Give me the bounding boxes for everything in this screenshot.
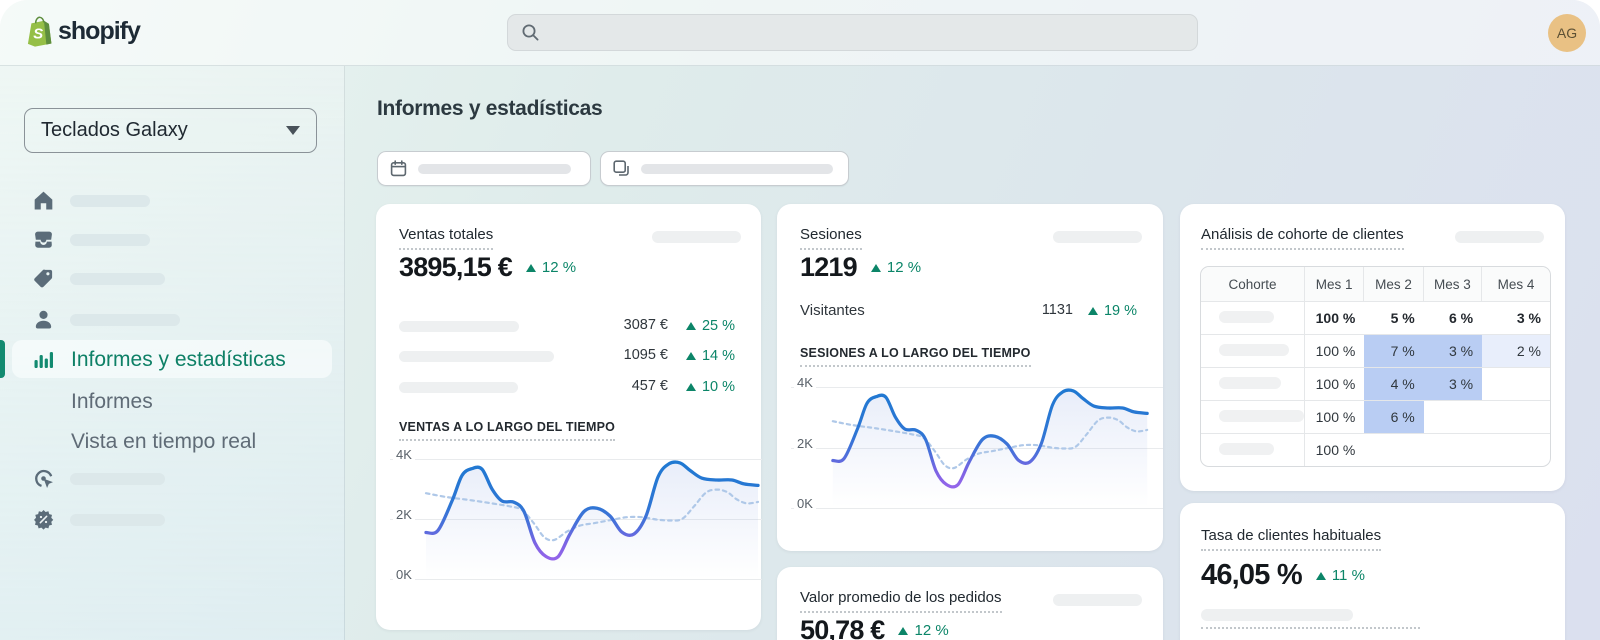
svg-text:S: S [33,26,43,42]
